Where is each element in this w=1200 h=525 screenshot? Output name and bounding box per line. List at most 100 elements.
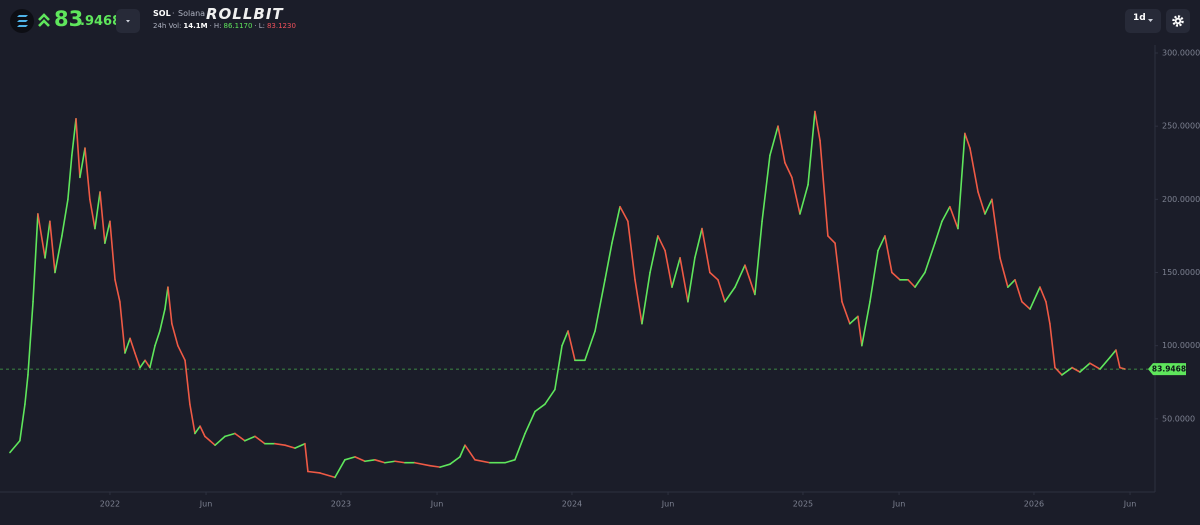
price-segment: [1099, 356, 1111, 370]
interval-dropdown[interactable]: [1125, 9, 1161, 33]
price-segment: [977, 191, 986, 215]
price-segment: [924, 242, 936, 274]
y-tick-label: 250.0000: [1162, 122, 1200, 131]
price-segment: [124, 337, 131, 354]
high-label: H:: [213, 22, 222, 30]
separator: ·: [209, 22, 212, 30]
price-segment: [1049, 322, 1056, 369]
price-segment: [214, 435, 226, 446]
price-segment: [1109, 349, 1117, 359]
price-segment: [459, 444, 466, 458]
price-segment: [79, 147, 86, 179]
price-segment: [474, 459, 491, 464]
price-segment: [1039, 286, 1047, 303]
x-tick-label: 2022: [100, 500, 120, 509]
y-tick-label: 200.0000: [1162, 195, 1200, 204]
price-segment: [964, 132, 971, 149]
market-dropdown[interactable]: [116, 9, 140, 33]
x-tick-label: 2024: [562, 500, 582, 509]
price-segment: [611, 205, 621, 245]
price-segment: [54, 235, 63, 274]
price-segment: [374, 459, 386, 464]
price-segment: [94, 191, 101, 230]
price-segment: [37, 213, 46, 259]
price-segment: [991, 198, 1001, 259]
high: 86.1170: [223, 22, 253, 30]
brand-logo: ROLLBIT: [206, 5, 284, 23]
price-segment: [24, 374, 29, 406]
price-segment: [701, 227, 711, 274]
price-dec: .9468: [80, 14, 122, 29]
price-segment: [504, 459, 516, 464]
price-segment: [304, 442, 309, 473]
price-segment: [1007, 279, 1016, 288]
price-segment: [554, 344, 563, 391]
price-segment: [717, 279, 726, 303]
price-segment: [984, 198, 993, 215]
price-segment: [139, 359, 146, 369]
price-segment: [807, 110, 816, 186]
separator: ·: [254, 22, 257, 30]
price-segment: [394, 460, 406, 464]
price-segment: [884, 235, 893, 274]
price-segment: [75, 118, 81, 179]
settings-button[interactable]: [1166, 9, 1190, 33]
price-segment: [641, 271, 651, 325]
y-tick-label: 150.0000: [1162, 268, 1200, 277]
price-segment: [664, 249, 673, 288]
price-segment: [544, 388, 556, 406]
price-segment: [1115, 349, 1121, 369]
price-segment: [27, 300, 34, 376]
price-segment: [364, 459, 376, 463]
low: 83.1230: [266, 22, 296, 30]
price-segment: [819, 140, 829, 237]
last-price-label: 83.9468: [1152, 365, 1186, 374]
price-segment: [857, 315, 863, 347]
price-segment: [754, 220, 763, 296]
price-segment: [104, 220, 111, 245]
price-segment: [44, 220, 51, 259]
price-segment: [657, 235, 666, 252]
price-segment: [149, 344, 156, 369]
price-segment: [254, 435, 266, 445]
price-segment: [524, 410, 536, 435]
price-segment: [679, 257, 689, 303]
price-segment: [32, 213, 39, 303]
x-tick-label: Jun: [199, 500, 213, 509]
price-segment: [61, 198, 69, 237]
price-segment: [604, 242, 613, 281]
price-segment: [777, 125, 786, 164]
price-segment: [177, 344, 186, 362]
price-segment: [204, 435, 211, 442]
price-segment: [334, 459, 346, 479]
price-segment: [307, 470, 321, 474]
price-segment: [234, 432, 246, 442]
x-tick-label: 2025: [793, 500, 813, 509]
price-segment: [414, 461, 431, 467]
price-segment: [49, 220, 56, 274]
asset-name: Solana: [178, 9, 206, 18]
price-segment: [194, 425, 201, 435]
price-segment: [384, 460, 396, 464]
price-segment: [914, 271, 926, 288]
dropdown-icon: [126, 20, 130, 23]
price-segment: [969, 147, 979, 193]
price-segment: [957, 132, 966, 230]
price-int: 83: [54, 7, 84, 31]
price-segment: [224, 432, 236, 438]
x-tick-label: Jun: [1123, 500, 1137, 509]
price-segment: [84, 147, 91, 201]
price-segment: [567, 330, 576, 362]
price-segment: [744, 264, 756, 296]
price-segment: [274, 442, 286, 446]
price-segment: [627, 220, 636, 281]
price-segment: [594, 279, 606, 332]
price-segment: [189, 403, 196, 435]
price-segment: [344, 456, 356, 461]
separator: ·: [172, 9, 175, 18]
gear-icon: [1172, 15, 1184, 27]
price-segment: [941, 205, 951, 223]
price-segment: [649, 235, 659, 274]
x-tick-label: Jun: [661, 500, 675, 509]
